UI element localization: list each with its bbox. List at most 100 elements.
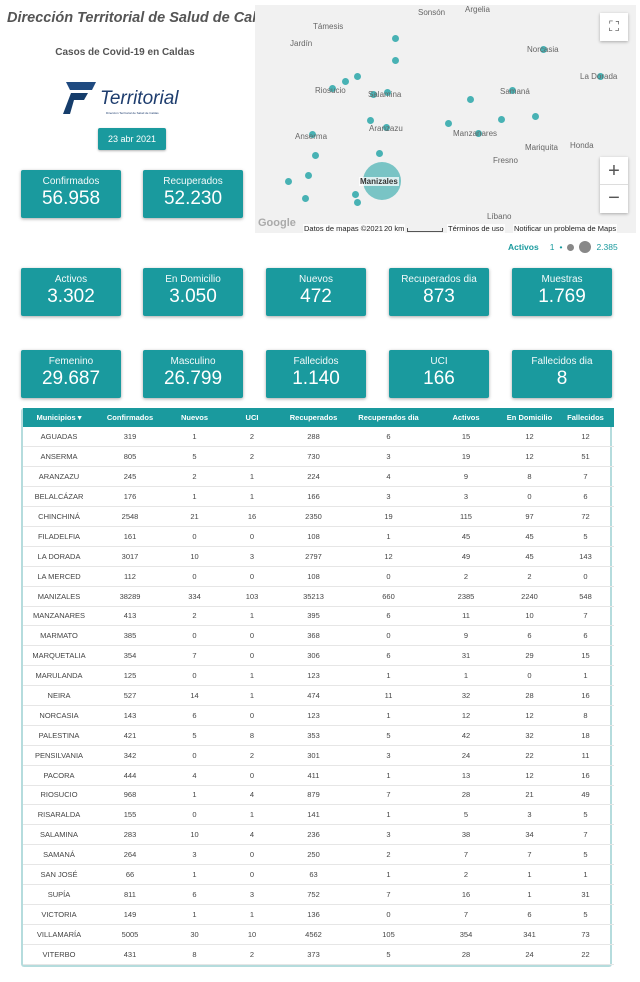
- table-cell: 42: [430, 725, 502, 746]
- table-cell: SAMANÁ: [23, 844, 95, 866]
- zoom-in-button[interactable]: +: [600, 157, 628, 185]
- map-marker[interactable]: [354, 199, 361, 206]
- table-cell: 12: [557, 427, 614, 448]
- map-place: Samaná: [500, 87, 530, 96]
- table-cell: 264: [95, 844, 165, 866]
- map-marker[interactable]: [352, 191, 359, 198]
- column-header[interactable]: Fallecidos: [557, 408, 614, 427]
- map-marker[interactable]: [540, 46, 547, 53]
- table-cell: MARULANDA: [23, 665, 95, 687]
- map-marker[interactable]: [305, 172, 312, 179]
- map-attribution: Datos de mapas ©2021: [303, 224, 384, 233]
- report-link[interactable]: Notificar un problema de Maps: [513, 224, 618, 233]
- table-cell: 1: [224, 685, 280, 706]
- table-cell: 413: [95, 606, 165, 627]
- fullscreen-button[interactable]: ⛶: [600, 13, 628, 41]
- map-marker[interactable]: [367, 117, 374, 124]
- map-place: Riosucio: [315, 86, 346, 95]
- column-header[interactable]: Nuevos: [165, 408, 224, 427]
- table-cell: 21: [165, 506, 224, 527]
- table-cell: 2350: [280, 506, 347, 527]
- table-row: MARMATO 385 0 0 368 0 9 6 6: [23, 625, 614, 647]
- table-cell: 301: [280, 745, 347, 766]
- table-row: FILADELFIA 161 0 0 108 1 45 45 5: [23, 526, 614, 547]
- table-cell: 2548: [95, 506, 165, 527]
- table-cell: NEIRA: [23, 685, 95, 706]
- card-recuperados-dia: Recuperados dia 873: [389, 268, 489, 316]
- table-cell: 2: [430, 864, 502, 885]
- table-cell: 1: [557, 665, 614, 687]
- map-marker[interactable]: [329, 85, 336, 92]
- table-cell: 411: [280, 765, 347, 786]
- column-header[interactable]: Confirmados: [95, 408, 165, 427]
- table-cell: 3: [224, 546, 280, 567]
- map-place: Anserma: [295, 132, 328, 141]
- map-marker[interactable]: [312, 152, 319, 159]
- table-cell: 354: [95, 645, 165, 667]
- legend-small-circle-icon: [567, 243, 575, 251]
- map-marker[interactable]: [392, 57, 399, 64]
- table-cell: 0: [502, 665, 557, 687]
- table-cell: 19: [430, 446, 502, 468]
- table-cell: 368: [280, 625, 347, 647]
- map-marker[interactable]: [342, 78, 349, 85]
- terms-link[interactable]: Términos de uso: [447, 224, 505, 233]
- table-cell: 6: [347, 427, 430, 448]
- map-marker[interactable]: [309, 131, 316, 138]
- card-label: Confirmados: [42, 176, 100, 187]
- table-cell: 49: [557, 785, 614, 806]
- table-row: PENSILVANIA 342 0 2 301 3 24 22 11: [23, 745, 614, 766]
- zoom-out-button[interactable]: −: [608, 187, 620, 209]
- table-cell: 968: [95, 785, 165, 806]
- map-marker[interactable]: [370, 91, 377, 98]
- logo-text: Territorial: [100, 88, 179, 109]
- map-marker[interactable]: [392, 35, 399, 42]
- table-cell: 342: [95, 745, 165, 766]
- column-header[interactable]: En Domicilio: [502, 408, 557, 427]
- table-row: MARQUETALIA 354 7 0 306 6 31 29 15: [23, 645, 614, 667]
- table-cell: 0: [347, 904, 430, 925]
- column-header[interactable]: Municipios ▾: [23, 408, 95, 427]
- column-header[interactable]: Recuperados: [280, 408, 347, 427]
- map[interactable]: Sonsón Argelia Támesis Jardín Norcasia L…: [255, 5, 636, 233]
- table-cell: 66: [95, 864, 165, 885]
- map-marker[interactable]: [532, 113, 539, 120]
- map-marker[interactable]: [597, 73, 604, 80]
- table-cell: 3: [347, 745, 430, 766]
- table-cell: 444: [95, 765, 165, 786]
- map-marker[interactable]: [376, 150, 383, 157]
- table-row: LA MERCED 112 0 0 108 0 2 2 0: [23, 566, 614, 587]
- map-place: Jardín: [290, 39, 313, 48]
- column-header[interactable]: UCI: [224, 408, 280, 427]
- table-cell: 2: [347, 844, 430, 866]
- table-cell: 0: [224, 705, 280, 726]
- table-cell: 4: [224, 785, 280, 806]
- map-marker[interactable]: [302, 195, 309, 202]
- table-cell: 3: [347, 486, 430, 508]
- table-cell: 12: [502, 446, 557, 468]
- map-marker[interactable]: [498, 116, 505, 123]
- table-cell: 10: [165, 824, 224, 846]
- table-cell: 1: [224, 665, 280, 687]
- table-cell: 421: [95, 725, 165, 746]
- table-cell: 3017: [95, 546, 165, 567]
- table-cell: 136: [280, 904, 347, 925]
- column-header[interactable]: Recuperados dia: [347, 408, 430, 427]
- map-marker[interactable]: [509, 87, 516, 94]
- table-cell: NORCASIA: [23, 705, 95, 726]
- column-header[interactable]: Activos: [430, 408, 502, 427]
- map-marker[interactable]: [384, 89, 391, 96]
- map-marker[interactable]: [383, 124, 390, 131]
- page-subtitle: Casos de Covid-19 en Caldas: [55, 47, 195, 58]
- map-marker[interactable]: [445, 120, 452, 127]
- map-marker[interactable]: [354, 73, 361, 80]
- table-cell: 6: [165, 705, 224, 726]
- map-marker[interactable]: [285, 178, 292, 185]
- map-marker[interactable]: [475, 130, 482, 137]
- table-cell: 166: [280, 486, 347, 508]
- date-selector[interactable]: 23 abr 2021: [98, 128, 166, 150]
- table-cell: 0: [224, 526, 280, 547]
- map-marker[interactable]: [467, 96, 474, 103]
- map-place: Támesis: [313, 22, 344, 31]
- table-cell: 143: [95, 705, 165, 726]
